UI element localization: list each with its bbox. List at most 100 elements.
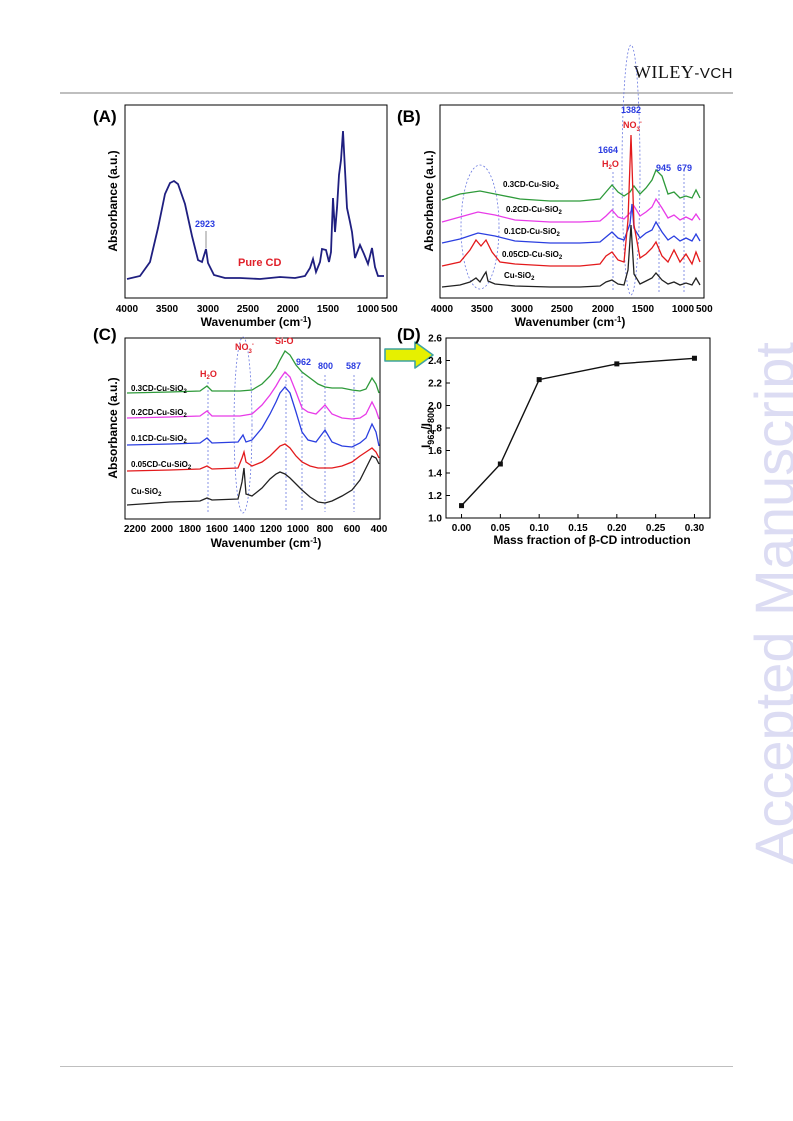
panel-b-xtick: 1500 xyxy=(632,304,655,315)
x-tick-label: 0.05 xyxy=(491,523,511,534)
footer-rule xyxy=(60,1066,733,1067)
panel-c-xtick: 1800 xyxy=(179,524,202,535)
series-label-main: Cu-SiO xyxy=(131,487,158,496)
panel-a-letter: (A) xyxy=(93,107,117,126)
panel-b-xlabel-sup: -1 xyxy=(614,315,622,324)
sio-label: Si-O xyxy=(275,336,294,346)
no3-sup: - xyxy=(252,342,254,348)
panel-c-xtick: 800 xyxy=(317,524,334,535)
ylabel-i: I xyxy=(419,445,433,448)
y-tick-label: 1.4 xyxy=(428,469,442,480)
panel-b: (B) Absorbance (a.u.) 4000 3500 3000 250… xyxy=(397,44,713,329)
panel-a-ylabel: Absorbance (a.u.) xyxy=(106,150,120,251)
spectrum-c-0.2cd xyxy=(126,370,380,420)
panel-a-xtick: 4000 xyxy=(116,304,139,315)
peak-2923-label: 2923 xyxy=(195,219,215,229)
no3-main: NO xyxy=(623,120,637,130)
panel-b-xtick: 1000 xyxy=(672,304,695,315)
x-tick-label: 0.30 xyxy=(685,523,705,534)
peak-800-label: 800 xyxy=(318,361,333,371)
panel-c-xtick: 1000 xyxy=(287,524,310,535)
series-label-main: 0.1CD-Cu-SiO xyxy=(504,227,556,236)
ylabel-slash-i: /I xyxy=(419,423,433,430)
series-label-main: 0.3CD-Cu-SiO xyxy=(131,384,183,393)
no3-region-ellipse xyxy=(621,44,641,296)
series-label-sub: 2 xyxy=(158,492,162,498)
panel-a-xtick: 1000 xyxy=(357,304,380,315)
panel-b-xtick: 2000 xyxy=(592,304,615,315)
series-label-main: 0.1CD-Cu-SiO xyxy=(131,434,183,443)
data-point xyxy=(614,361,620,367)
panel-d-ylabel: I962/I800 xyxy=(419,408,436,448)
ylabel-sub2: 800 xyxy=(426,408,436,423)
y-tick-label: 1.2 xyxy=(428,491,442,502)
series-label-c-0.05cd: 0.05CD-Cu-SiO2 xyxy=(131,460,192,471)
series-label-sub: 2 xyxy=(556,232,560,238)
panel-b-xtick: 3500 xyxy=(471,304,494,315)
series-label-b-0.1cd: 0.1CD-Cu-SiO2 xyxy=(504,227,560,238)
panel-a-xlabel-sup: -1 xyxy=(300,315,308,324)
h2o-sub: 2 xyxy=(207,375,211,381)
y-tick-label: 1.6 xyxy=(428,446,442,457)
series-line xyxy=(460,357,695,507)
panel-c-xlabel-main: Wavenumber (cm xyxy=(211,536,311,550)
panel-a-xtick: 3000 xyxy=(197,304,220,315)
no3-label-b: NO3- xyxy=(623,120,642,133)
series-label-sub: 2 xyxy=(183,389,187,395)
no3-main: NO xyxy=(235,342,249,352)
panel-c-xtick: 1600 xyxy=(206,524,229,535)
series-label-main: 0.2CD-Cu-SiO xyxy=(131,408,183,417)
spectrum-b-0.3cd xyxy=(441,168,701,202)
ylabel-sub1: 962 xyxy=(426,430,436,445)
data-point xyxy=(459,503,465,509)
series-label-sub: 2 xyxy=(558,210,562,216)
panel-a-frame xyxy=(124,104,388,299)
data-point xyxy=(691,355,697,361)
panel-d-yticks: 1.0 1.2 1.4 1.6 1.8 2.0 2.2 2.4 2.6 xyxy=(428,334,450,525)
h2o-b: O xyxy=(612,159,619,169)
series-label-b-0.05cd: 0.05CD-Cu-SiO2 xyxy=(502,250,563,261)
no3-sub: 3 xyxy=(637,127,641,133)
panel-a-xticks: 4000 3500 3000 2500 2000 1500 1000 500 xyxy=(116,304,398,315)
panel-c-xtick: 2000 xyxy=(151,524,174,535)
panel-a: (A) Absorbance (a.u.) 4000 3500 3000 250… xyxy=(93,104,398,329)
series-label-c-cu-sio2: Cu-SiO2 xyxy=(131,487,162,498)
panel-a-xlabel-main: Wavenumber (cm xyxy=(201,315,301,329)
panel-b-xlabel-main: Wavenumber (cm xyxy=(515,315,615,329)
h2o-label-b: H2O xyxy=(602,159,619,171)
y-tick-label: 2.4 xyxy=(428,356,442,367)
series-label-b-0.3cd: 0.3CD-Cu-SiO2 xyxy=(503,180,559,191)
spectrum-c-0.1cd xyxy=(126,385,380,448)
panel-c-xlabel: Wavenumber (cm-1) xyxy=(211,536,322,550)
panel-b-xtick: 500 xyxy=(696,304,713,315)
h2o-a: H xyxy=(200,369,207,379)
series-label-sub: 2 xyxy=(183,439,187,445)
series-label-sub: 2 xyxy=(555,185,559,191)
panel-a-xtick: 3500 xyxy=(156,304,179,315)
panel-c-xtick: 1200 xyxy=(260,524,283,535)
series-label-main: 0.05CD-Cu-SiO xyxy=(131,460,188,469)
panel-b-xlabel-end: ) xyxy=(621,315,625,329)
panel-a-xtick: 2500 xyxy=(237,304,260,315)
panel-c-xtick: 600 xyxy=(344,524,361,535)
h2o-a: H xyxy=(602,159,609,169)
spectrum-b-0.05cd xyxy=(441,134,701,267)
panel-c-xtick: 400 xyxy=(371,524,388,535)
panel-c-xlabel-sup: -1 xyxy=(310,536,318,545)
x-tick-label: 0.10 xyxy=(529,523,549,534)
no3-sup: - xyxy=(640,120,642,126)
panel-b-letter: (B) xyxy=(397,107,421,126)
h2o-label-c: H2O xyxy=(200,369,217,381)
panel-b-xtick: 4000 xyxy=(431,304,454,315)
spectrum-b-0.1cd xyxy=(441,203,701,244)
series-label-main: 0.2CD-Cu-SiO xyxy=(506,205,558,214)
panel-b-xticks: 4000 3500 3000 2500 2000 1500 1000 500 xyxy=(431,304,713,315)
panel-b-xtick: 3000 xyxy=(511,304,534,315)
peak-587-label: 587 xyxy=(346,361,361,371)
no3-sub: 3 xyxy=(249,349,253,355)
publisher-suffix: -VCH xyxy=(694,65,733,82)
y-tick-label: 2.6 xyxy=(428,334,442,345)
panel-d: (D) 1.0 1.2 1.4 1.6 1.8 2.0 2.2 2.4 2.6 0.00 0.05… xyxy=(397,325,711,547)
series-label-c-0.2cd: 0.2CD-Cu-SiO2 xyxy=(131,408,187,419)
